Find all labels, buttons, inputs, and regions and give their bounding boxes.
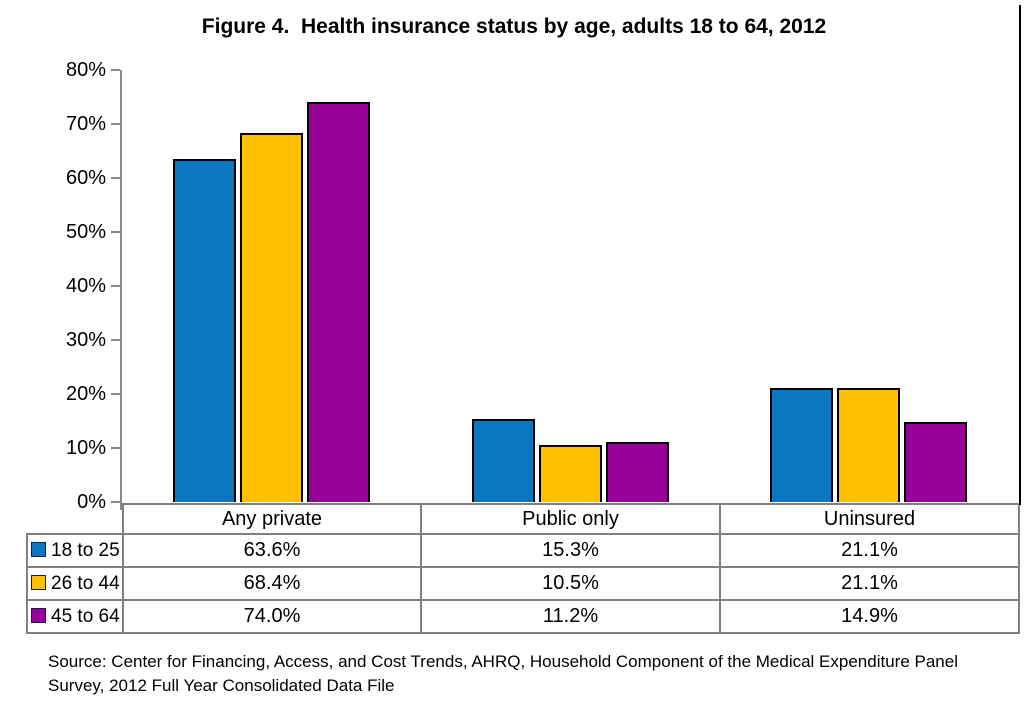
y-tick-label: 80% — [65, 59, 106, 81]
y-tick-mark — [111, 339, 120, 341]
table-corner-blank — [27, 504, 123, 534]
plot-area: 80% 70% 60% 50% 40% 30% 20% 10% 0% — [66, 59, 1018, 513]
legend-cell-18-to-25: 18 to 25 — [26, 533, 124, 568]
legend-cell-45-to-64: 45 to 64 — [26, 599, 124, 634]
bar-26-to-44 — [240, 133, 303, 502]
table-header-row: Any private Public only Uninsured — [27, 503, 1020, 535]
y-tick-mark — [111, 285, 120, 287]
data-table: Any private Public only Uninsured 18 to 25 6… — [26, 503, 1020, 634]
bar-18-to-25 — [173, 159, 236, 502]
bar-45-to-64 — [904, 422, 967, 502]
y-tick-label: 10% — [65, 437, 106, 459]
value-cell: 10.5% — [420, 566, 721, 601]
legend-label: 26 to 44 — [51, 572, 120, 594]
legend-swatch — [31, 607, 46, 623]
value-cell: 14.9% — [719, 599, 1020, 634]
category-header-any-private: Any private — [122, 503, 422, 535]
bar-group-any-private — [122, 70, 421, 502]
value-cell: 21.1% — [719, 533, 1020, 568]
table-row-18-to-25: 18 to 25 63.6% 15.3% 21.1% — [26, 533, 1020, 568]
bar-26-to-44 — [539, 445, 602, 502]
y-tick-mark — [111, 177, 120, 179]
chart-title: Figure 4. Health insurance status by age… — [201, 15, 827, 38]
y-tick-label: 50% — [65, 221, 106, 243]
y-tick-label: 20% — [65, 383, 106, 405]
bar-18-to-25 — [770, 388, 833, 502]
legend-cell-26-to-44: 26 to 44 — [26, 566, 124, 601]
value-cell: 68.4% — [122, 566, 422, 601]
legend-swatch — [31, 574, 46, 590]
table-row-45-to-64: 45 to 64 74.0% 11.2% 14.9% — [26, 599, 1020, 634]
bar-26-to-44 — [837, 388, 900, 502]
y-tick-mark — [111, 501, 120, 503]
y-tick-mark — [111, 123, 120, 125]
value-cell: 21.1% — [719, 566, 1020, 601]
bar-45-to-64 — [606, 442, 669, 502]
y-tick-label: 30% — [65, 329, 106, 351]
y-tick-label: 0% — [77, 491, 106, 513]
bar-45-to-64 — [307, 102, 370, 502]
legend-label: 45 to 64 — [51, 605, 120, 627]
bar-group-public-only — [421, 70, 720, 502]
value-cell: 63.6% — [122, 533, 422, 568]
y-tick-mark — [111, 231, 120, 233]
source-note: Source: Center for Financing, Access, an… — [48, 652, 958, 696]
y-tick-mark — [111, 69, 120, 71]
legend-swatch — [31, 541, 46, 557]
y-tick-label: 60% — [65, 167, 106, 189]
data-table-body: Any private Public only Uninsured 18 to 25 6… — [26, 503, 1020, 634]
page-right-border — [1019, 5, 1021, 505]
y-tick-mark — [111, 393, 120, 395]
y-tick-mark — [111, 447, 120, 449]
value-cell: 15.3% — [420, 533, 721, 568]
bar-18-to-25 — [472, 419, 535, 502]
y-tick-label: 70% — [65, 113, 106, 135]
y-axis-line — [120, 70, 122, 510]
category-header-public-only: Public only — [420, 503, 721, 535]
legend-label: 18 to 25 — [51, 539, 120, 561]
y-tick-label: 40% — [65, 275, 106, 297]
table-row-26-to-44: 26 to 44 68.4% 10.5% 21.1% — [26, 566, 1020, 601]
category-header-uninsured: Uninsured — [719, 503, 1020, 535]
value-cell: 11.2% — [420, 599, 721, 634]
value-cell: 74.0% — [122, 599, 422, 634]
bar-group-uninsured — [719, 70, 1018, 502]
